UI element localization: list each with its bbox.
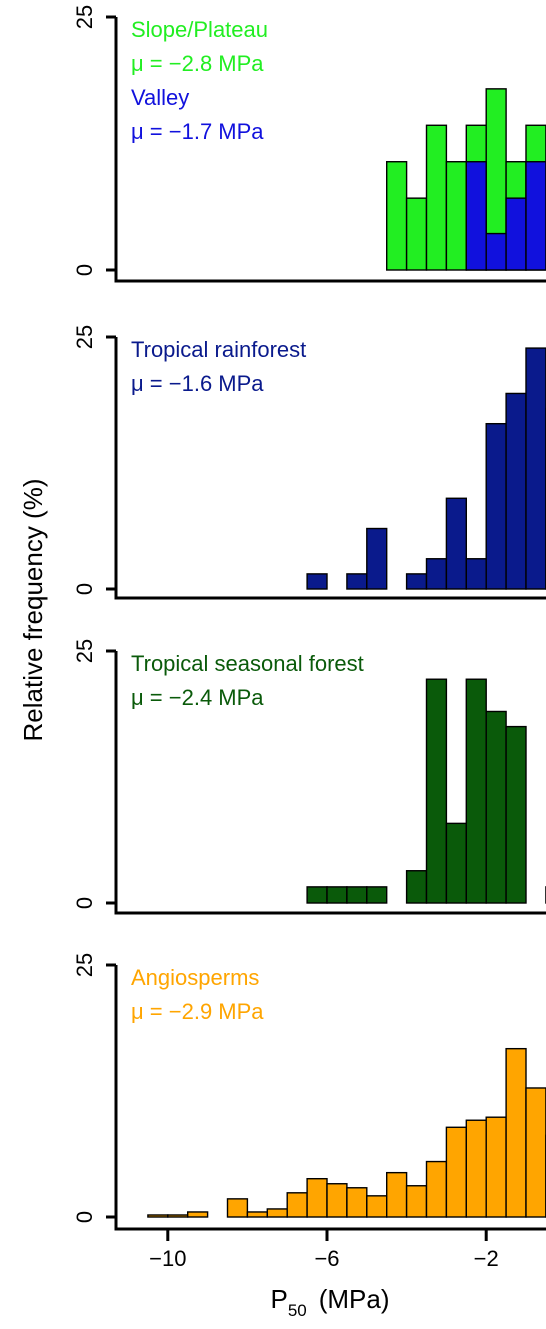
x-axis-label-unit: (MPa) — [319, 1284, 390, 1314]
bar-2-s1-9 — [465, 558, 487, 590]
legend-entry: Slope/Plateau — [131, 17, 268, 42]
bar-1-s2-1 — [465, 161, 487, 271]
bar-4-s1-3 — [186, 1211, 209, 1218]
x-axis-label: P50 (MPa) — [270, 1284, 389, 1320]
bar-1-s1-2 — [405, 197, 428, 271]
y-tick-label: 0 — [72, 264, 97, 276]
bar-4-s1-2 — [167, 1214, 189, 1218]
y-tick-label: 25 — [72, 639, 97, 663]
bar-4-s1-10 — [326, 1183, 348, 1218]
y-tick-label: 25 — [72, 953, 97, 977]
bar-4-s1-20 — [525, 1087, 546, 1218]
bar-4-s1-14 — [405, 1185, 428, 1218]
bar-3-s1-10 — [485, 710, 507, 904]
y-axis-label: Relative frequency (%) — [18, 479, 48, 742]
bar-1-s2-2 — [485, 232, 507, 271]
legend-entry: μ = −2.8 MPa — [131, 51, 264, 76]
x-tick-label: −2 — [474, 1246, 499, 1271]
bar-3-s1-1 — [306, 886, 328, 904]
bar-2-s1-11 — [505, 392, 527, 590]
panels: 0 25 Slope/Plateau μ = −2.8 MPa Valley μ = −1… — [72, 5, 546, 1271]
bar-4-s1-6 — [246, 1211, 268, 1218]
x-axis-label-main: P — [270, 1284, 287, 1314]
legend-entry: μ = −2.4 MPa — [131, 685, 264, 710]
legend-entry: Tropical seasonal forest — [131, 651, 364, 676]
bar-4-s1-9 — [306, 1177, 328, 1218]
x-tick-label: −10 — [149, 1246, 186, 1271]
bar-4-s1-8 — [286, 1192, 308, 1218]
y-tick-label: 0 — [72, 1211, 97, 1223]
panel-1: 0 25 Slope/Plateau μ = −2.8 MPa Valley μ = −1… — [72, 5, 546, 283]
y-tick-label: 0 — [72, 583, 97, 595]
bar-4-s1-1 — [147, 1214, 169, 1218]
bar-1-s2-4 — [525, 161, 546, 271]
bar-4-s1-11 — [346, 1187, 368, 1218]
bar-2-s1-10 — [485, 422, 507, 590]
bar-2-s1-8 — [445, 497, 467, 590]
bar-2-s1-4 — [366, 527, 388, 590]
bar-3-s1-6 — [405, 870, 428, 904]
bar-4-s1-17 — [465, 1119, 487, 1218]
bar-3-s1-11 — [505, 725, 527, 904]
bar-2-s1-1 — [306, 573, 328, 590]
bar-2-s1-12 — [525, 347, 546, 590]
bar-4-s1-16 — [445, 1126, 467, 1218]
bar-2-s1-3 — [346, 573, 368, 590]
bar-1-s1-1 — [386, 161, 408, 271]
legend-entry: Valley — [131, 85, 189, 110]
legend-entry: μ = −1.7 MPa — [131, 119, 264, 144]
bar-4-s1-15 — [425, 1160, 448, 1218]
bar-3-s1-7 — [425, 678, 448, 904]
x-axis-label-subscript: 50 — [288, 1301, 307, 1320]
panel-4: 0 25 Angiosperms μ = −2.9 MPa −10 −6 −2 — [72, 953, 546, 1271]
x-tick-label: −6 — [314, 1246, 339, 1271]
bar-4-s1-5 — [226, 1198, 249, 1218]
bar-1-s2-3 — [505, 197, 527, 271]
bar-3-s1-3 — [346, 886, 368, 904]
bar-4-s1-18 — [485, 1116, 507, 1218]
bar-3-s1-8 — [445, 822, 467, 904]
legend-entry: μ = −1.6 MPa — [131, 371, 264, 396]
bar-4-s1-13 — [386, 1171, 408, 1218]
y-tick-label: 25 — [72, 5, 97, 29]
panel-2: 0 25 Tropical rainforest μ = −1.6 MPa — [72, 325, 546, 600]
bar-1-s1-4 — [445, 161, 467, 271]
bar-3-s1-2 — [326, 886, 348, 904]
legend-entry: μ = −2.9 MPa — [131, 999, 264, 1024]
legend-entry: Angiosperms — [131, 965, 259, 990]
panel-3: 0 25 Tropical seasonal forest μ = −2.4 MPa — [72, 639, 546, 915]
bar-1-s1-3 — [425, 124, 448, 271]
bar-2-s1-6 — [405, 573, 428, 590]
bar-4-s1-19 — [505, 1047, 527, 1218]
bar-2-s1-7 — [425, 558, 448, 590]
bar-4-s1-7 — [266, 1208, 288, 1218]
legend-entry: Tropical rainforest — [131, 337, 306, 362]
bar-3-s1-9 — [465, 678, 487, 904]
bar-3-s1-4 — [366, 886, 388, 904]
y-tick-label: 0 — [72, 897, 97, 909]
bar-4-s1-12 — [366, 1195, 388, 1218]
y-tick-label: 25 — [72, 325, 97, 349]
